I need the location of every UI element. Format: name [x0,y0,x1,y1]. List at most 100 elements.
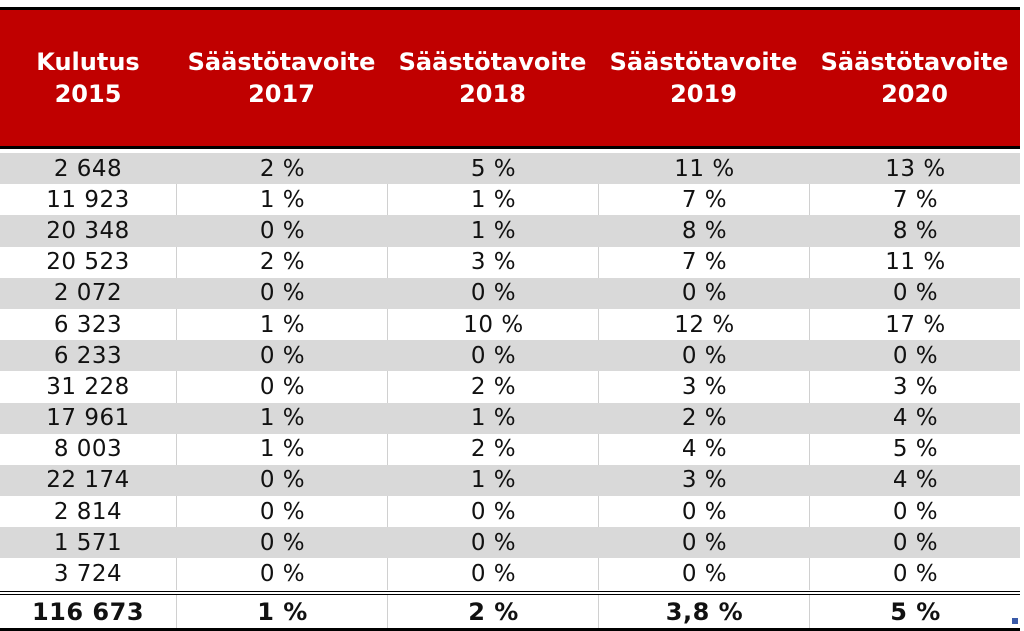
table-row: 17 961 1 % 1 % 2 % 4 % [0,402,1021,434]
fill-handle-icon[interactable] [1012,618,1018,624]
header-cell[interactable]: Kulutus 2015 [0,10,176,146]
table-cell[interactable]: 20 348 [46,217,130,244]
table-cell[interactable]: 0 % [598,496,810,528]
table-cell[interactable]: 1 % [176,402,388,434]
table-cell[interactable]: 10 % [387,308,599,341]
table-cell[interactable]: 3 % [809,371,1021,403]
table-cell[interactable]: 2 072 [53,280,123,307]
table-cell[interactable]: 5 % [387,153,599,185]
table-cell[interactable]: 0 % [176,277,388,309]
header-label: Säästötavoite [820,48,1009,76]
table-cell[interactable]: 7 % [598,184,810,216]
table-cell[interactable]: 0 % [598,277,810,309]
table-header: Kulutus 2015 Säästötavoite 2017 Säästöta… [0,7,1020,149]
table-cell[interactable]: 4 % [598,433,810,465]
table-cell[interactable]: 1 571 [53,529,123,556]
table-row: 31 228 0 % 2 % 3 % 3 % [0,371,1021,403]
header-cell[interactable]: Säästötavoite 2020 [809,10,1020,146]
table-cell[interactable]: 0 % [809,527,1021,559]
table-cell[interactable]: 7 % [598,246,810,278]
table-cell[interactable]: 2 814 [53,498,123,525]
table-cell[interactable]: 5 % [809,433,1021,465]
table-cell[interactable]: 8 003 [53,436,123,463]
table-cell[interactable]: 0 % [176,340,388,372]
table-cell[interactable]: 0 % [598,558,810,590]
total-row: 116 673 1 % 2 % 3,8 % 5 % [0,591,1020,631]
table-cell[interactable]: 3 % [598,371,810,403]
table-cell[interactable]: 1 % [387,215,599,247]
table-cell[interactable]: 22 174 [46,467,130,494]
table-cell[interactable]: 20 523 [46,249,130,276]
table-cell[interactable]: 0 % [387,527,599,559]
table-cell[interactable]: 0 % [176,527,388,559]
header-label: Kulutus [36,48,140,76]
table-row: 20 523 2 % 3 % 7 % 11 % [0,246,1021,278]
table-cell[interactable]: 6 323 [53,311,123,338]
table-cell[interactable]: 0 % [387,558,599,590]
header-cell[interactable]: Säästötavoite 2019 [598,10,809,146]
table-cell[interactable]: 1 % [387,184,599,216]
table-cell[interactable]: 0 % [176,215,388,247]
table-cell[interactable]: 4 % [809,402,1021,434]
table-cell[interactable]: 0 % [176,496,388,528]
total-cell[interactable]: 1 % [176,595,388,628]
table-row: 2 814 0 % 0 % 0 % 0 % [0,496,1021,528]
header-year: 2018 [459,80,526,108]
table-row: 22 174 0 % 1 % 3 % 4 % [0,464,1021,497]
table-cell[interactable]: 0 % [809,496,1021,528]
table-row: 2 648 2 % 5 % 11 % 13 % [0,153,1021,185]
table-cell[interactable]: 11 923 [46,186,130,213]
table-cell[interactable]: 1 % [387,402,599,434]
table-cell[interactable]: 0 % [809,277,1021,309]
table-cell[interactable]: 0 % [176,371,388,403]
table-cell[interactable]: 2 648 [53,155,123,182]
table-cell[interactable]: 13 % [809,153,1021,185]
table-cell[interactable]: 0 % [387,277,599,309]
header-year: 2020 [881,80,948,108]
table-cell[interactable]: 4 % [809,464,1021,497]
table-cell[interactable]: 8 % [598,215,810,247]
table-cell[interactable]: 11 % [809,246,1021,278]
table-row: 6 323 1 % 10 % 12 % 17 % [0,308,1021,341]
total-cell[interactable]: 5 % [809,595,1021,628]
table-cell[interactable]: 0 % [598,527,810,559]
table-cell[interactable]: 3 % [387,246,599,278]
header-cell[interactable]: Säästötavoite 2017 [176,10,387,146]
table-cell[interactable]: 0 % [809,340,1021,372]
table-cell[interactable]: 8 % [809,215,1021,247]
table-cell[interactable]: 7 % [809,184,1021,216]
table-cell[interactable]: 0 % [176,558,388,590]
table-cell[interactable]: 2 % [387,371,599,403]
table-cell[interactable]: 3 724 [53,561,123,588]
table-cell[interactable]: 1 % [387,464,599,497]
table-cell[interactable]: 2 % [176,246,388,278]
table-cell[interactable]: 11 % [598,153,810,185]
table-cell[interactable]: 17 % [809,308,1021,341]
header-year: 2015 [54,80,122,108]
table-cell[interactable]: 1 % [176,184,388,216]
table-row: 11 923 1 % 1 % 7 % 7 % [0,184,1021,216]
total-cell[interactable]: 2 % [387,595,599,628]
total-cell[interactable]: 3,8 % [598,595,810,628]
total-cell[interactable]: 116 673 [31,597,145,626]
table-cell[interactable]: 2 % [598,402,810,434]
table-cell[interactable]: 12 % [598,308,810,341]
table-cell[interactable]: 0 % [387,340,599,372]
table-cell[interactable]: 0 % [387,496,599,528]
table-cell[interactable]: 31 228 [46,373,130,400]
table-cell[interactable]: 0 % [598,340,810,372]
table-cell[interactable]: 3 % [598,464,810,497]
table-cell[interactable]: 0 % [809,558,1021,590]
table-cell[interactable]: 2 % [176,153,388,185]
table-cell[interactable]: 17 961 [46,405,130,432]
table-cell[interactable]: 6 233 [53,342,123,369]
table-row: 8 003 1 % 2 % 4 % 5 % [0,433,1021,465]
table-cell[interactable]: 0 % [176,464,388,497]
table-cell[interactable]: 1 % [176,308,388,341]
header-label: Säästötavoite [398,48,587,76]
header-cell[interactable]: Säästötavoite 2018 [387,10,598,146]
table-body: 2 648 2 % 5 % 11 % 13 % 11 923 1 % 1 % 7 % 7 % 20 … [0,153,1020,590]
table-cell[interactable]: 1 % [176,433,388,465]
table-cell[interactable]: 2 % [387,433,599,465]
table-row: 3 724 0 % 0 % 0 % 0 % [0,558,1021,590]
